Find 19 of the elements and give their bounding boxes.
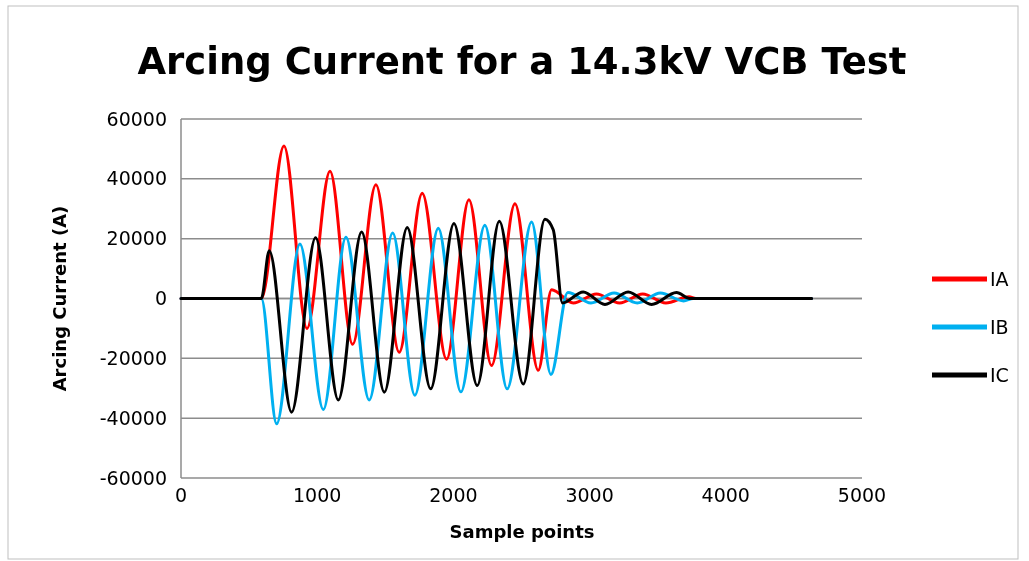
y-tick-label: -60000 bbox=[99, 466, 167, 489]
legend-label: IA bbox=[990, 267, 1009, 290]
x-tick-label: 1000 bbox=[293, 484, 342, 506]
x-tick-label: 3000 bbox=[565, 484, 614, 506]
x-axis-title: Sample points bbox=[449, 521, 595, 542]
x-tick-label: 0 bbox=[174, 484, 188, 506]
legend-label: IC bbox=[990, 363, 1009, 386]
y-tick-label: 0 bbox=[154, 287, 167, 310]
y-tick-label: -40000 bbox=[99, 406, 167, 429]
y-tick-label: 40000 bbox=[106, 167, 167, 190]
y-tick-label: 60000 bbox=[106, 107, 167, 130]
x-tick-label: 5000 bbox=[837, 484, 887, 506]
x-tick-label: 2000 bbox=[429, 484, 478, 506]
y-tick-label: -20000 bbox=[99, 346, 167, 369]
legend-label: IB bbox=[990, 315, 1009, 338]
x-tick-label: 4000 bbox=[701, 484, 750, 506]
chart-title: Arcing Current for a 14.3kV VCB Test bbox=[137, 40, 907, 83]
y-tick-label: 20000 bbox=[106, 227, 167, 250]
y-axis-title: Arcing Current (A) bbox=[49, 205, 70, 392]
